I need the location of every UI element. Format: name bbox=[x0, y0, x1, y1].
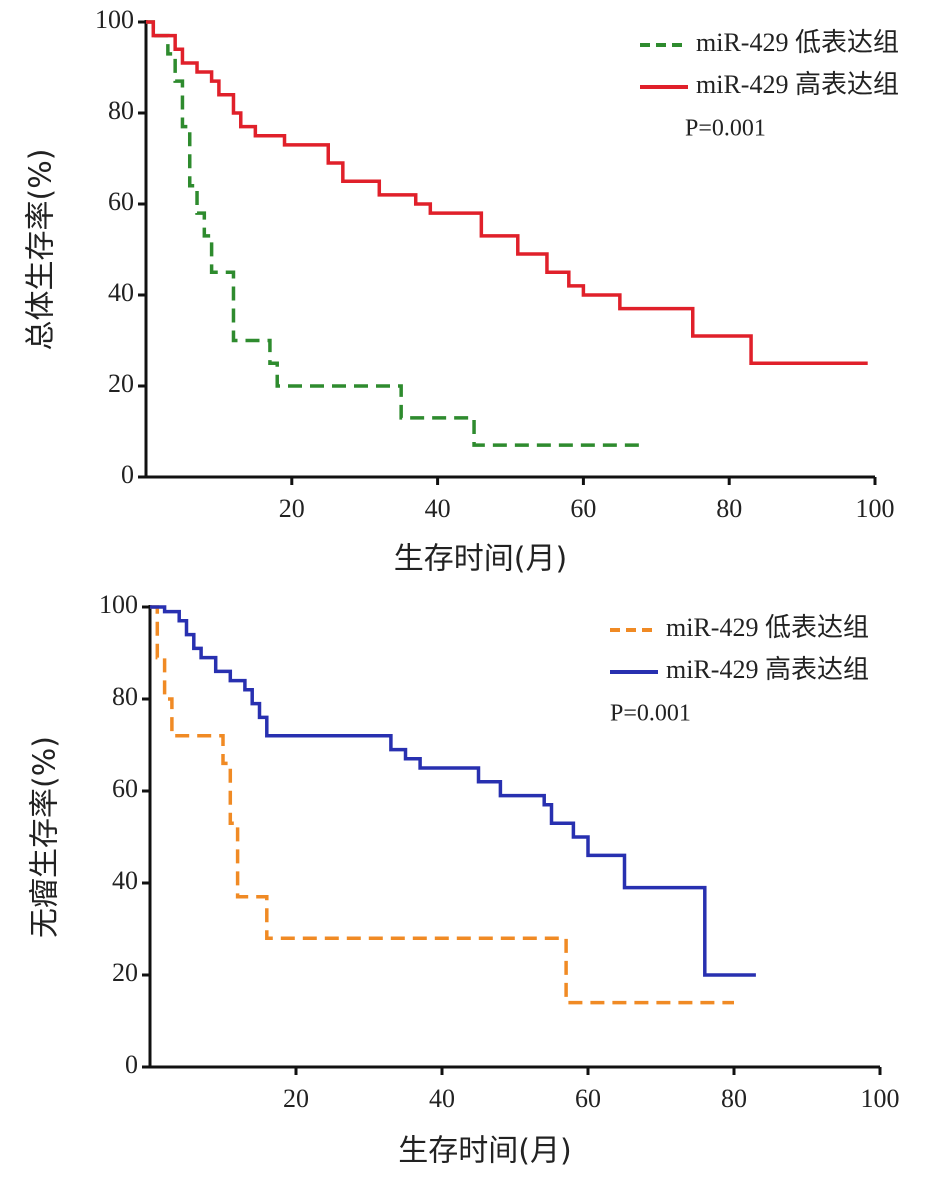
y-tick-label: 40 bbox=[112, 866, 138, 895]
y-tick-label: 40 bbox=[108, 278, 134, 307]
x-tick-label: 80 bbox=[721, 1084, 747, 1113]
x-tick-label: 20 bbox=[279, 494, 305, 523]
annotation: P=0.001 bbox=[685, 116, 766, 142]
x-axis-label: 生存时间(月) bbox=[394, 542, 567, 577]
y-tick-label: 20 bbox=[112, 958, 138, 987]
x-tick-label: 100 bbox=[856, 494, 895, 523]
y-tick-label: 20 bbox=[108, 369, 134, 398]
survival-curve bbox=[150, 605, 756, 977]
y-tick-label: 100 bbox=[99, 590, 138, 619]
y-axis-label: 无瘤生存率(%) bbox=[28, 736, 63, 938]
legend-label: miR-429 低表达组 bbox=[696, 28, 899, 57]
x-tick-label: 40 bbox=[429, 1084, 455, 1113]
survival-curve bbox=[146, 20, 868, 365]
y-tick-label: 60 bbox=[108, 187, 134, 216]
x-axis-label: 生存时间(月) bbox=[398, 1134, 571, 1169]
legend-label: miR-429 高表达组 bbox=[696, 70, 899, 99]
x-tick-label: 60 bbox=[575, 1084, 601, 1113]
y-tick-label: 0 bbox=[125, 1050, 138, 1079]
y-tick-label: 0 bbox=[121, 460, 134, 489]
legend-label: miR-429 高表达组 bbox=[666, 655, 869, 684]
y-tick-label: 80 bbox=[108, 96, 134, 125]
y-axis-label: 总体生存率(%) bbox=[24, 149, 59, 351]
annotation: P=0.001 bbox=[610, 701, 691, 727]
x-tick-label: 40 bbox=[425, 494, 451, 523]
y-tick-label: 60 bbox=[112, 774, 138, 803]
x-tick-label: 80 bbox=[716, 494, 742, 523]
legend-label: miR-429 低表达组 bbox=[666, 613, 869, 642]
y-tick-label: 100 bbox=[95, 5, 134, 34]
survival-curve bbox=[146, 20, 642, 447]
y-tick-label: 80 bbox=[112, 682, 138, 711]
x-tick-label: 60 bbox=[570, 494, 596, 523]
survival-curve bbox=[150, 605, 734, 1005]
x-tick-label: 20 bbox=[283, 1084, 309, 1113]
x-tick-label: 100 bbox=[861, 1084, 900, 1113]
